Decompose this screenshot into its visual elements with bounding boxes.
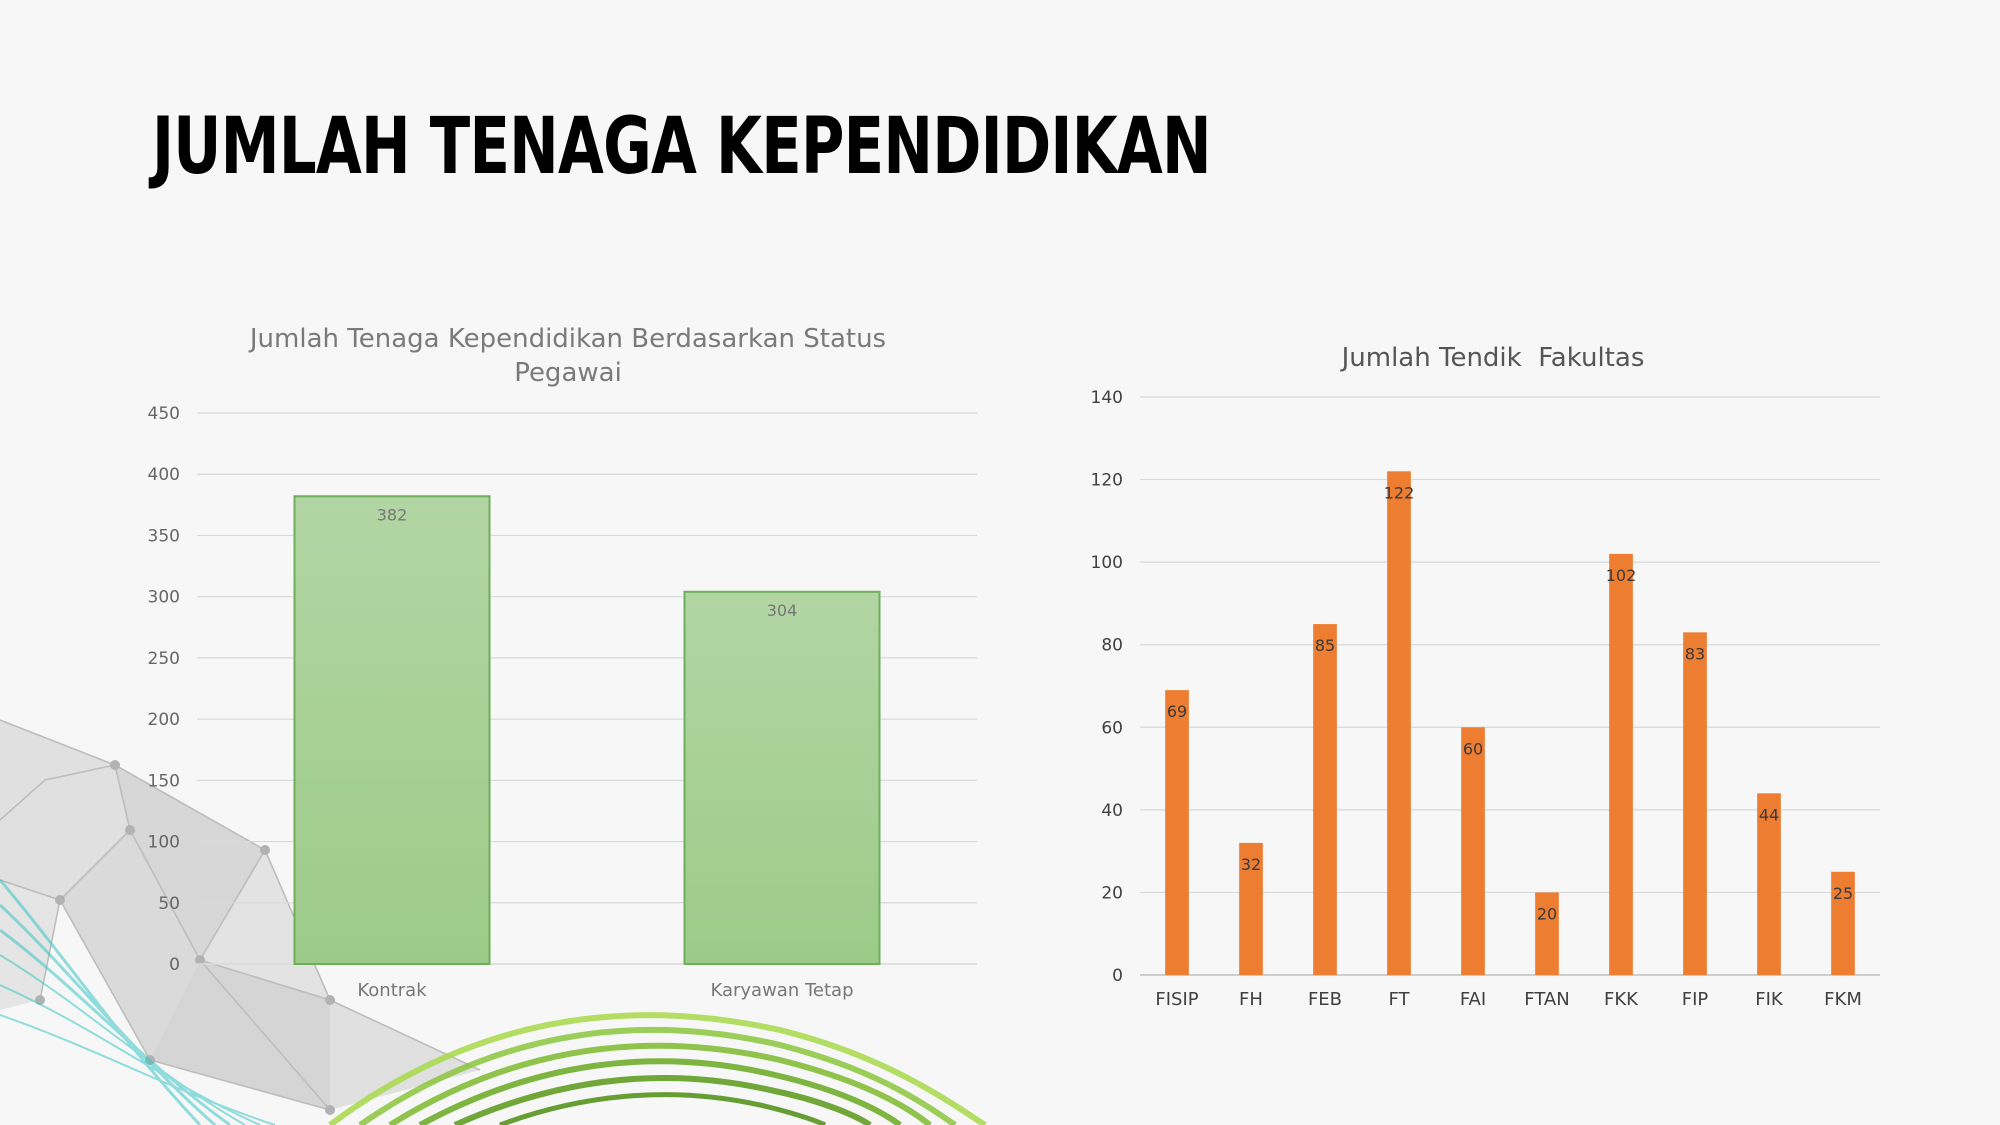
chart1-ytick-label: 150 (148, 771, 180, 791)
chart2-category-label: FIK (1755, 989, 1784, 1010)
chart2-data-label: 69 (1167, 702, 1187, 721)
chart1-data-label: 304 (767, 601, 798, 620)
chart2-bar (1683, 632, 1707, 975)
chart2-data-label: 83 (1685, 644, 1705, 663)
page-title: JUMLAH TENAGA KEPENDIDIKAN (152, 102, 1212, 192)
chart2-ytick-label: 120 (1091, 471, 1123, 491)
chart1-bar (293, 495, 491, 965)
chart2-data-label: 60 (1463, 739, 1483, 758)
chart1-ytick-label: 300 (148, 588, 180, 608)
chart2-category-label: FKK (1604, 989, 1639, 1010)
chart2-category-label: FKM (1824, 989, 1862, 1010)
chart2-data-label: 102 (1606, 566, 1637, 585)
chart2-data-label: 32 (1241, 855, 1261, 874)
chart2-category-label: FAI (1460, 989, 1486, 1010)
chart2-category-label: FTAN (1524, 989, 1569, 1010)
chart2-data-label: 122 (1384, 483, 1415, 502)
chart1-title-line1: Jumlah Tenaga Kependidikan Berdasarkan S… (248, 324, 886, 354)
green-wave-graphic (328, 1012, 987, 1125)
status-pegawai-chart: Jumlah Tenaga Kependidikan Berdasarkan S… (148, 324, 977, 1001)
chart1-category-label: Karyawan Tetap (710, 980, 853, 1001)
chart1-ytick-label: 0 (169, 955, 180, 975)
chart2-ytick-label: 140 (1091, 388, 1123, 408)
chart1-ytick-label: 250 (148, 649, 180, 669)
chart1-ytick-label: 350 (148, 526, 180, 546)
chart1-title-line2: Pegawai (514, 358, 622, 388)
chart2-ytick-label: 20 (1101, 883, 1123, 903)
chart2-bar (1313, 624, 1337, 975)
chart1-ytick-label: 400 (148, 465, 180, 485)
chart2-bar (1609, 553, 1633, 975)
chart2-bar (1165, 690, 1189, 975)
chart2-bar (1535, 892, 1559, 975)
network-mesh-graphic (0, 719, 481, 1115)
chart2-ytick-label: 40 (1101, 801, 1123, 821)
chart2-data-label: 20 (1537, 904, 1557, 923)
chart2-title: Jumlah Tendik Fakultas (1340, 343, 1645, 373)
chart2-bar (1239, 842, 1263, 975)
chart2-category-label: FH (1239, 989, 1263, 1010)
chart1-ytick-label: 50 (158, 894, 180, 914)
teal-wave-graphic (0, 879, 276, 1125)
chart1-ytick-label: 200 (148, 710, 180, 730)
chart2-category-label: FT (1388, 989, 1410, 1010)
chart1-bar (683, 590, 881, 965)
chart2-data-label: 25 (1833, 884, 1853, 903)
chart1-ytick-label: 100 (148, 833, 180, 853)
chart1-ytick-label: 450 (148, 404, 180, 424)
chart2-ytick-label: 100 (1091, 553, 1123, 573)
chart2-category-label: FISIP (1155, 989, 1198, 1010)
chart2-data-label: 44 (1759, 805, 1779, 824)
chart2-ytick-label: 80 (1101, 636, 1123, 656)
chart2-category-label: FEB (1308, 989, 1342, 1010)
chart2-bar (1757, 793, 1781, 975)
chart2-category-label: FIP (1682, 989, 1709, 1010)
chart2-data-label: 85 (1315, 636, 1335, 655)
tendik-fakultas-chart: Jumlah Tendik Fakultas 0 20 40 60 80 100 120 14… (1091, 343, 1880, 1010)
chart1-data-label: 382 (377, 505, 408, 524)
chart2-ytick-label: 0 (1112, 966, 1123, 986)
chart2-ytick-label: 60 (1101, 718, 1123, 738)
chart2-bar (1461, 727, 1485, 975)
chart2-bar (1831, 871, 1855, 975)
chart1-category-label: Kontrak (357, 980, 427, 1001)
chart2-bar (1387, 471, 1411, 975)
